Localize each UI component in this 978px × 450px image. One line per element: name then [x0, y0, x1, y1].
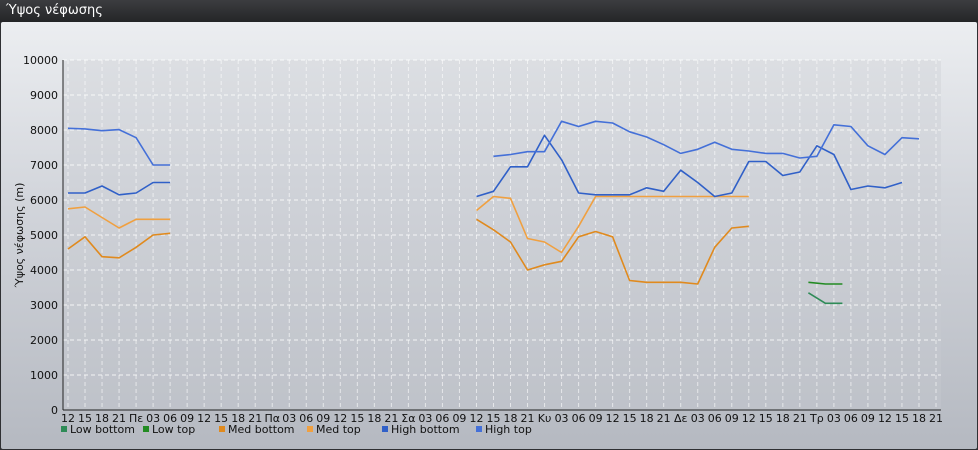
- x-tick-label: 12: [742, 412, 756, 425]
- x-tick-label: 15: [623, 412, 637, 425]
- x-tick-label: 12: [606, 412, 620, 425]
- series-line-med-top: [475, 195, 749, 254]
- legend-swatch: [143, 426, 149, 432]
- x-tick-label: 21: [657, 412, 671, 425]
- series-line-high-bottom: [476, 134, 903, 198]
- x-tick-label: 03: [146, 412, 160, 425]
- x-tick-label: 21: [112, 412, 126, 425]
- x-tick-label: 18: [367, 412, 381, 425]
- y-tick-label: 6000: [30, 194, 58, 207]
- y-tick-label: 9000: [30, 89, 58, 102]
- x-tick-label: 09: [589, 412, 603, 425]
- chart-panel: 0 1000 2000 3000 4000 5000 6000 7000 8000 9000 100…: [1, 22, 977, 449]
- x-tick-label: 18: [504, 412, 518, 425]
- x-tick-label: 09: [180, 412, 194, 425]
- legend-label: Low bottom: [70, 423, 135, 436]
- x-tick-label: 12: [333, 412, 347, 425]
- x-tick-label: Πα: [264, 412, 280, 425]
- x-tick-label: 21: [929, 412, 943, 425]
- x-tick-label: 18: [231, 412, 245, 425]
- x-tick-label: 09: [861, 412, 875, 425]
- x-tick-label: 15: [486, 412, 500, 425]
- series-line-low-top: [808, 281, 843, 285]
- legend-label: Med bottom: [228, 423, 295, 436]
- x-tick-label: 18: [912, 412, 926, 425]
- x-tick-label: 06: [435, 412, 449, 425]
- x-tick-label: 06: [572, 412, 586, 425]
- x-tick-label: 15: [350, 412, 364, 425]
- x-tick-label: Κυ: [538, 412, 552, 425]
- legend-label: Med top: [316, 423, 361, 436]
- x-tick-label: 03: [282, 412, 296, 425]
- x-tick-label: 15: [759, 412, 773, 425]
- legend-swatch: [382, 426, 388, 432]
- x-tick-label: 09: [452, 412, 466, 425]
- legend-swatch: [476, 426, 482, 432]
- x-tick-label: 12: [61, 412, 75, 425]
- x-tick-label: 21: [793, 412, 807, 425]
- x-tick-label: Πε: [129, 412, 143, 425]
- x-tick-label: 21: [248, 412, 262, 425]
- y-tick-label: 1000: [30, 369, 58, 382]
- legend-label: High bottom: [391, 423, 460, 436]
- x-tick-label: 06: [163, 412, 177, 425]
- x-tick-label: 09: [725, 412, 739, 425]
- legend-label: High top: [485, 423, 532, 436]
- y-tick-label: 5000: [30, 229, 58, 242]
- y-tick-label: 3000: [30, 299, 58, 312]
- x-tick-label: 06: [299, 412, 313, 425]
- x-tick-label: 06: [844, 412, 858, 425]
- x-tick-label: 15: [78, 412, 92, 425]
- x-tick-label: 18: [640, 412, 654, 425]
- y-tick-label: 0: [51, 404, 58, 417]
- x-tick-label: 03: [418, 412, 432, 425]
- x-tick-label: 21: [521, 412, 535, 425]
- series-line-med-bottom: [67, 232, 171, 259]
- cloud-height-chart: 0 1000 2000 3000 4000 5000 6000 7000 8000 9000 100…: [13, 54, 943, 436]
- series-line-high-top: [493, 120, 920, 159]
- series-line-med-bottom: [476, 218, 749, 285]
- window-title: Ύψος νέφωσης: [6, 3, 103, 18]
- y-tick-label: 7000: [30, 159, 58, 172]
- x-tick-label: 12: [878, 412, 892, 425]
- y-tick-label: 8000: [30, 124, 58, 137]
- x-tick-label: Σα: [401, 412, 415, 425]
- legend-swatch: [219, 426, 225, 432]
- legend-swatch: [61, 426, 67, 432]
- x-tick-label: Τρ: [809, 412, 824, 425]
- x-tick-label: 03: [555, 412, 569, 425]
- series-line-high-bottom: [68, 181, 171, 196]
- x-tick-label: 18: [776, 412, 790, 425]
- x-tick-label: 03: [691, 412, 705, 425]
- series-line-med-top: [67, 206, 171, 229]
- y-tick-label: 10000: [23, 54, 58, 67]
- x-tick-label: 15: [214, 412, 228, 425]
- series-line-high-top: [67, 127, 171, 166]
- series-line-low-bottom: [807, 292, 843, 305]
- x-tick-label: 18: [95, 412, 109, 425]
- x-tick-label: 15: [895, 412, 909, 425]
- y-tick-label: 4000: [30, 264, 58, 277]
- x-tick-label: 12: [197, 412, 211, 425]
- y-tick-label: 2000: [30, 334, 58, 347]
- x-tick-label: 09: [316, 412, 330, 425]
- legend-label: Low top: [152, 423, 195, 436]
- y-axis-title: Ύψος νέφωσης (m): [13, 183, 26, 289]
- legend-swatch: [307, 426, 313, 432]
- x-tick-label: Δε: [674, 412, 688, 425]
- x-tick-label: 12: [469, 412, 483, 425]
- window-titlebar: Ύψος νέφωσης: [0, 0, 978, 22]
- x-tick-label: 03: [827, 412, 841, 425]
- x-tick-label: 06: [708, 412, 722, 425]
- x-tick-label: 21: [384, 412, 398, 425]
